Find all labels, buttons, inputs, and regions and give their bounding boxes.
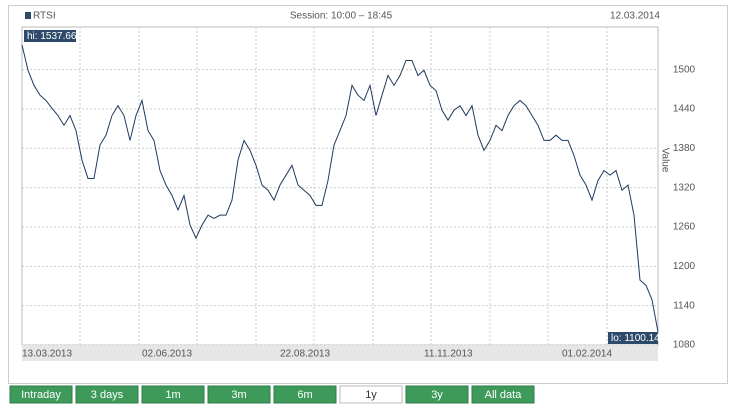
session: Session: 10:00 – 18:45 [290,11,393,22]
y-tick-label: 1200 [673,261,696,272]
y-tick-label: 1380 [673,143,696,154]
plot-area [21,26,659,346]
y-axis-label: Value [659,148,670,173]
hi-box [24,30,76,42]
x-tick-label: 02.06.2013 [142,349,192,360]
range-button-label[interactable]: Intraday [21,389,61,401]
y-tick-label: 1320 [673,182,696,193]
range-button[interactable] [75,385,139,404]
range-button-label[interactable]: 6m [297,389,312,401]
range-button-label[interactable]: 1m [165,389,180,401]
date: 12.03.2014 [610,11,660,22]
lo-box [608,332,658,344]
range-button[interactable] [405,385,469,404]
range-button[interactable] [471,385,535,404]
x-tick-label: 13.03.2013 [22,349,72,360]
y-tick-label: 1260 [673,222,696,233]
y-tick-label: 1500 [673,64,696,75]
v-grid [79,27,608,345]
series-icon [25,12,31,19]
range-button[interactable] [207,385,271,404]
range-button-label[interactable]: 1y [365,389,377,401]
x-tick-label: 11.11.2013 [424,349,473,360]
range-button-label[interactable]: 3 days [91,389,124,401]
range-button-label[interactable]: All data [485,389,523,401]
range-button[interactable] [273,385,337,404]
series-name: RTSI [33,11,56,22]
range-button-label[interactable]: 3y [431,389,443,401]
range-button[interactable] [141,385,205,404]
price-line [21,44,659,332]
y-tick-label: 1080 [673,340,696,351]
x-axis-band [22,346,658,361]
lo-label: lo: 1100.14 [611,333,660,344]
y-tick-label: 1140 [673,300,695,311]
range-button[interactable] [9,385,73,404]
range-button[interactable] [339,385,403,404]
x-tick-label: 22.08.2013 [280,349,330,360]
hi-label: hi: 1537.66 [27,31,77,42]
x-tick-label: 01.02.2014 [562,349,612,360]
y-tick-label: 1440 [673,104,696,115]
range-button-label[interactable]: 3m [231,389,246,401]
